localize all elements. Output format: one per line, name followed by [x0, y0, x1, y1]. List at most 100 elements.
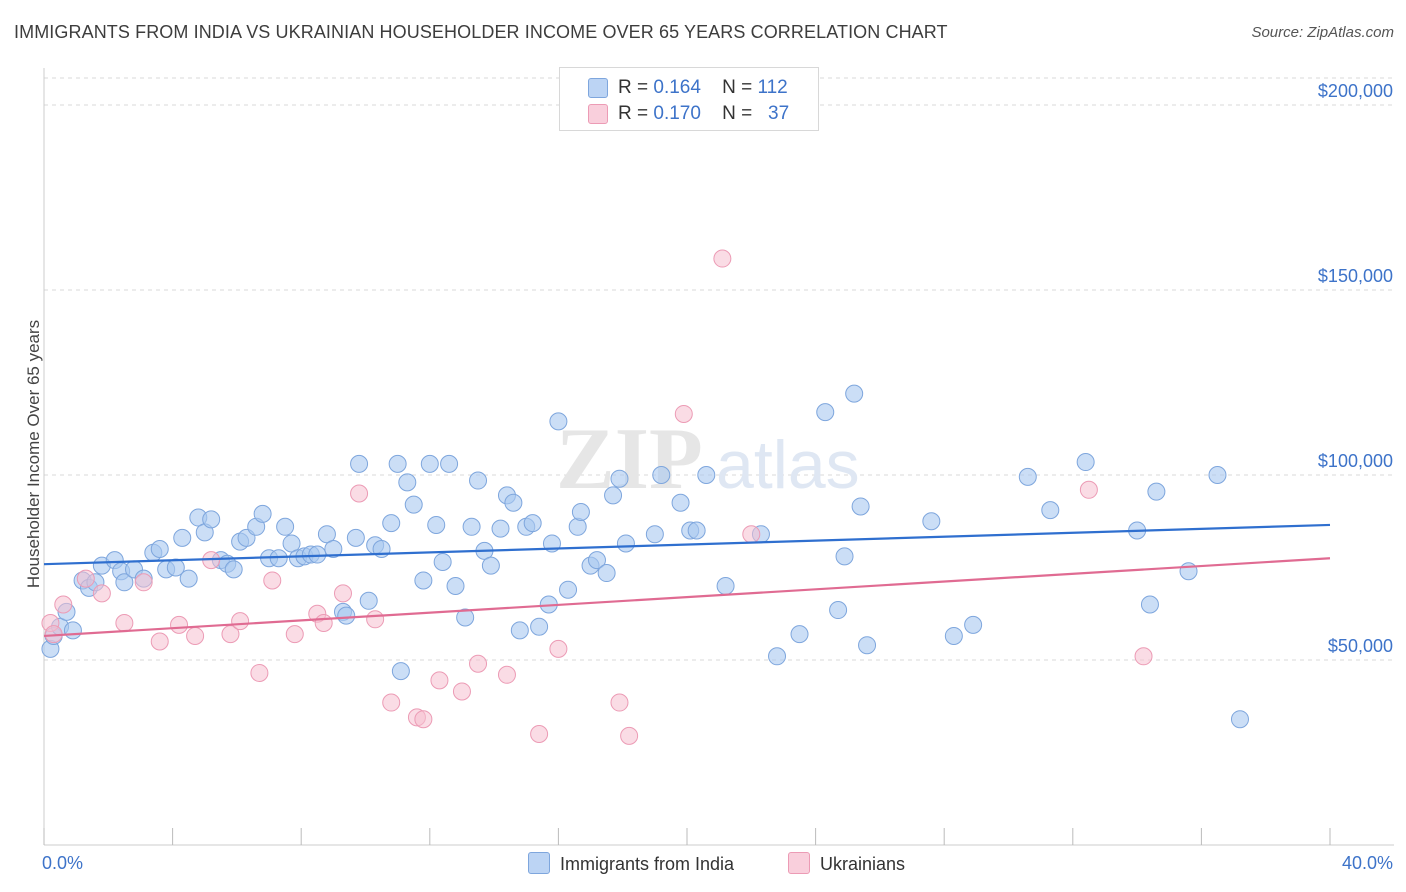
chart-title: IMMIGRANTS FROM INDIA VS UKRAINIAN HOUSE…	[14, 22, 948, 42]
ukrainians-point	[452, 682, 471, 701]
legend-n-label: N =	[722, 77, 753, 98]
india-point	[504, 493, 523, 512]
india-point	[604, 486, 623, 505]
ukrainians-point	[250, 663, 269, 682]
axes	[43, 68, 1394, 846]
correlation-legend: R = 0.164 N = 112 R = 0.170 N = 37	[559, 67, 819, 131]
india-point	[150, 540, 169, 558]
india-point	[851, 497, 870, 516]
india-point	[276, 517, 295, 536]
india-point	[391, 662, 410, 681]
legend-r-label: R =	[618, 103, 649, 124]
india-point	[964, 615, 983, 634]
india-point	[350, 454, 369, 473]
india-point	[308, 545, 327, 564]
ukrainians-point	[530, 725, 549, 743]
ukrainians-point	[170, 615, 189, 634]
india-point	[491, 519, 510, 538]
ukrainians-point	[1134, 647, 1153, 666]
india-point	[1179, 562, 1198, 581]
bottom-legend-swatch-ukrainians	[788, 852, 810, 874]
ukrainians-point	[742, 525, 761, 544]
india-point	[179, 569, 198, 588]
watermark-atlas: atlas	[716, 427, 860, 503]
y-tick-label: $200,000	[1318, 81, 1393, 101]
india-point	[359, 591, 378, 610]
india-point	[398, 473, 417, 492]
legend-r-value-ukrainians: 0.170	[653, 103, 701, 124]
india-point	[1076, 453, 1095, 472]
india-point	[388, 454, 407, 473]
ukrainians-point	[285, 625, 304, 644]
india-point	[440, 454, 459, 473]
india-point	[382, 514, 401, 533]
india-point	[549, 412, 568, 431]
ukrainians-point	[150, 632, 169, 651]
ukrainians-point	[350, 484, 369, 503]
india-point	[414, 571, 433, 590]
ukrainians-point	[610, 693, 629, 712]
y-tick-label: $50,000	[1328, 636, 1393, 656]
ukrainians-point	[713, 249, 732, 268]
ukrainians-point	[549, 639, 568, 658]
y-tick-label: $150,000	[1318, 266, 1393, 286]
ukrainians-point	[263, 571, 282, 590]
india-point	[173, 528, 192, 547]
india-point	[597, 564, 616, 583]
watermark-zip: ZIP	[556, 411, 703, 508]
india-point	[523, 514, 542, 533]
india-point	[571, 503, 590, 521]
ukrainians-point	[115, 614, 134, 632]
ukrainians-point	[469, 654, 488, 673]
india-point	[1230, 710, 1249, 729]
trend-lines	[43, 523, 1331, 638]
legend-n-value-india: 112	[757, 77, 788, 98]
source-label[interactable]: Source: ZipAtlas.com	[1251, 24, 1394, 41]
legend-swatch-india	[588, 78, 608, 98]
ukrainians-point	[134, 573, 153, 592]
india-point	[224, 560, 243, 579]
india-point	[115, 573, 134, 592]
tick-labels: $50,000 $100,000 $150,000 $200,000 0.0% 40.0%	[42, 81, 1393, 873]
india-point	[337, 606, 356, 625]
ukrainians-point	[314, 614, 333, 632]
x-tick-label-max: 40.0%	[1342, 853, 1393, 873]
india-point	[427, 515, 446, 534]
ukrainians-point	[414, 710, 433, 729]
india-point	[317, 525, 336, 544]
bottom-legend-ukrainians[interactable]: Ukrainians	[788, 852, 905, 875]
ukrainians-point	[54, 595, 73, 614]
india-point	[166, 558, 185, 577]
india-point	[645, 525, 664, 544]
india-point	[63, 621, 82, 640]
india-point	[469, 471, 488, 490]
trend-line-ukrainians	[43, 557, 1331, 638]
india-point	[1147, 482, 1166, 501]
india-point	[568, 517, 587, 536]
india-point	[697, 466, 716, 484]
legend-swatch-ukrainians	[588, 104, 608, 124]
ukrainians-point	[1079, 480, 1098, 499]
india-point	[768, 647, 787, 666]
bottom-legend-india[interactable]: Immigrants from India	[528, 852, 734, 875]
trend-line-india	[43, 523, 1331, 566]
india-point	[530, 617, 549, 636]
india-point	[858, 636, 877, 655]
legend-r-value-india: 0.164	[653, 77, 701, 98]
ukrainians-point	[186, 626, 205, 645]
india-point	[835, 547, 854, 566]
bottom-legend-label-ukrainians: Ukrainians	[820, 854, 906, 874]
ukrainians-point	[430, 671, 449, 690]
legend-n-label: N =	[722, 103, 753, 124]
india-point	[687, 521, 706, 540]
ukrainians-point	[382, 693, 401, 712]
india-point	[610, 469, 629, 488]
india-point	[829, 601, 848, 620]
india-point	[510, 621, 529, 640]
legend-r-label: R =	[618, 77, 649, 98]
india-point	[790, 625, 809, 644]
bottom-legend-label-india: Immigrants from India	[560, 854, 735, 874]
x-tick-label-min: 0.0%	[42, 853, 83, 873]
india-point	[462, 517, 481, 536]
